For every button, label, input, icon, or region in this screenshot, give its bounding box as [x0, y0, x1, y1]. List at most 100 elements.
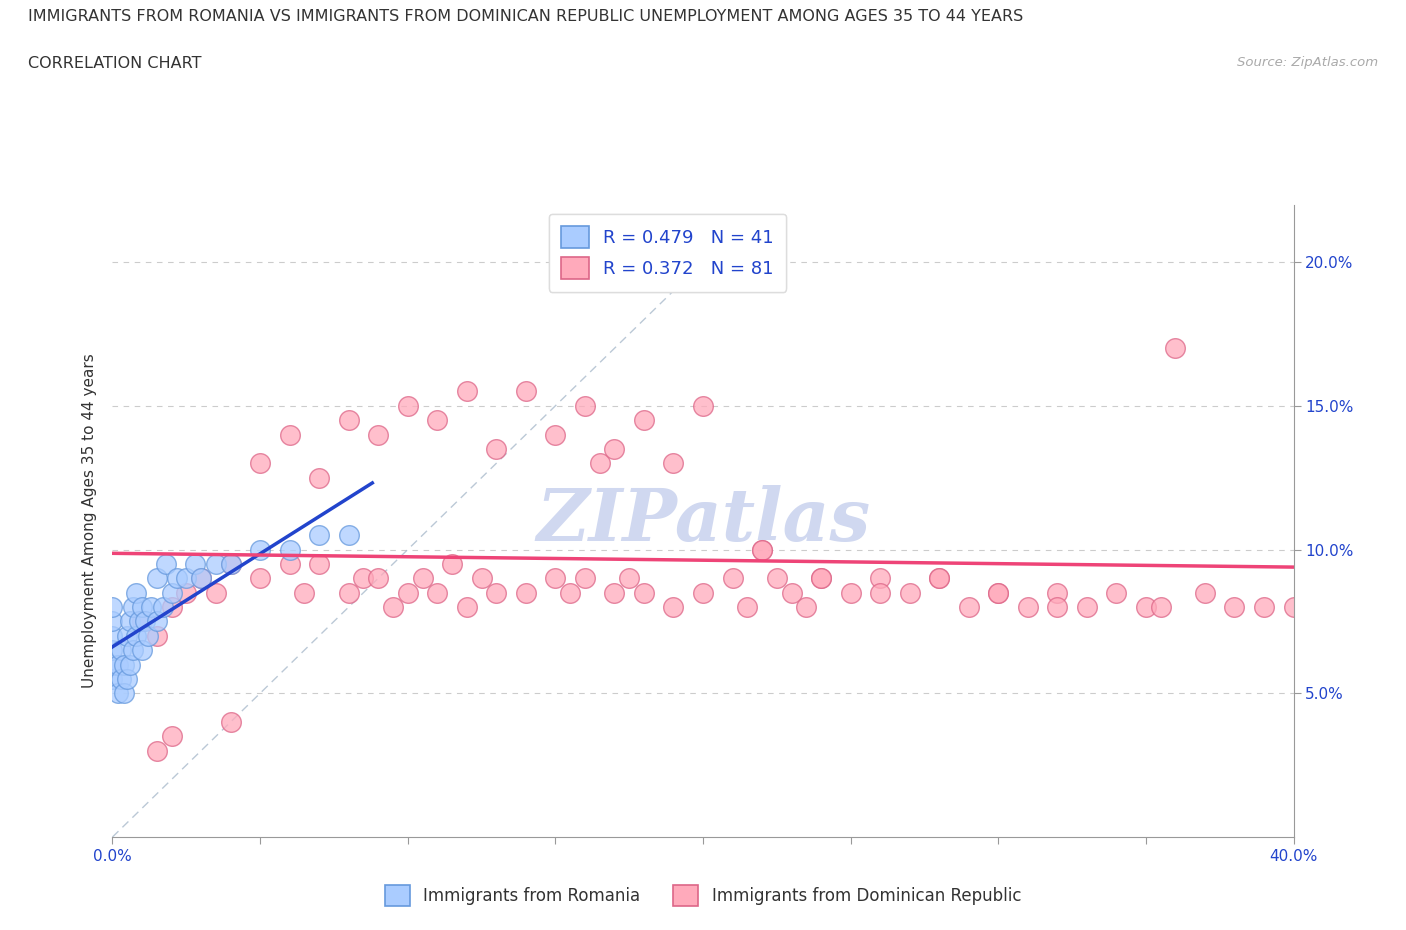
- Point: [662, 456, 685, 471]
- Point: [219, 556, 242, 571]
- Point: [101, 658, 124, 672]
- Point: [558, 585, 582, 600]
- Point: [160, 585, 183, 600]
- Point: [928, 571, 950, 586]
- Point: [396, 398, 419, 413]
- Point: [367, 571, 389, 586]
- Point: [131, 600, 153, 615]
- Point: [544, 571, 567, 586]
- Point: [810, 571, 832, 586]
- Point: [352, 571, 374, 586]
- Text: CORRELATION CHART: CORRELATION CHART: [28, 56, 201, 71]
- Point: [219, 714, 242, 729]
- Point: [928, 571, 950, 586]
- Point: [278, 427, 301, 442]
- Point: [692, 398, 714, 413]
- Point: [1164, 341, 1187, 356]
- Point: [131, 643, 153, 658]
- Point: [633, 413, 655, 428]
- Point: [125, 629, 148, 644]
- Point: [146, 629, 169, 644]
- Point: [515, 585, 537, 600]
- Point: [1194, 585, 1216, 600]
- Point: [692, 585, 714, 600]
- Point: [249, 571, 271, 586]
- Point: [751, 542, 773, 557]
- Point: [485, 442, 508, 457]
- Point: [278, 542, 301, 557]
- Point: [122, 643, 145, 658]
- Point: [869, 571, 891, 586]
- Point: [184, 556, 207, 571]
- Point: [101, 671, 124, 686]
- Point: [780, 585, 803, 600]
- Point: [574, 571, 596, 586]
- Point: [1046, 585, 1069, 600]
- Point: [1017, 600, 1039, 615]
- Point: [426, 413, 449, 428]
- Point: [107, 658, 129, 672]
- Point: [662, 600, 685, 615]
- Point: [166, 571, 188, 586]
- Point: [146, 614, 169, 629]
- Point: [633, 585, 655, 600]
- Point: [515, 384, 537, 399]
- Point: [485, 585, 508, 600]
- Point: [396, 585, 419, 600]
- Point: [120, 614, 142, 629]
- Point: [603, 585, 626, 600]
- Point: [110, 643, 132, 658]
- Point: [134, 614, 156, 629]
- Point: [544, 427, 567, 442]
- Point: [337, 527, 360, 542]
- Point: [721, 571, 744, 586]
- Point: [160, 729, 183, 744]
- Text: IMMIGRANTS FROM ROMANIA VS IMMIGRANTS FROM DOMINICAN REPUBLIC UNEMPLOYMENT AMONG: IMMIGRANTS FROM ROMANIA VS IMMIGRANTS FR…: [28, 9, 1024, 24]
- Point: [101, 629, 124, 644]
- Point: [205, 585, 228, 600]
- Point: [122, 600, 145, 615]
- Point: [574, 398, 596, 413]
- Point: [125, 585, 148, 600]
- Point: [110, 671, 132, 686]
- Point: [337, 413, 360, 428]
- Point: [957, 600, 980, 615]
- Point: [139, 600, 162, 615]
- Point: [131, 614, 153, 629]
- Point: [869, 585, 891, 600]
- Point: [619, 571, 641, 586]
- Point: [190, 571, 212, 586]
- Point: [101, 600, 124, 615]
- Point: [1076, 600, 1098, 615]
- Point: [152, 600, 174, 615]
- Point: [136, 629, 159, 644]
- Point: [219, 556, 242, 571]
- Point: [249, 456, 271, 471]
- Point: [101, 643, 124, 658]
- Point: [1046, 600, 1069, 615]
- Legend: Immigrants from Romania, Immigrants from Dominican Republic: Immigrants from Romania, Immigrants from…: [378, 879, 1028, 912]
- Point: [1282, 600, 1305, 615]
- Point: [603, 442, 626, 457]
- Point: [382, 600, 405, 615]
- Point: [898, 585, 921, 600]
- Point: [308, 527, 330, 542]
- Point: [987, 585, 1010, 600]
- Point: [160, 600, 183, 615]
- Point: [292, 585, 315, 600]
- Point: [470, 571, 494, 586]
- Point: [810, 571, 832, 586]
- Point: [456, 600, 478, 615]
- Point: [1135, 600, 1157, 615]
- Y-axis label: Unemployment Among Ages 35 to 44 years: Unemployment Among Ages 35 to 44 years: [82, 353, 97, 688]
- Point: [205, 556, 228, 571]
- Point: [1223, 600, 1246, 615]
- Point: [426, 585, 449, 600]
- Point: [146, 743, 169, 758]
- Point: [117, 671, 138, 686]
- Point: [174, 585, 197, 600]
- Point: [588, 456, 610, 471]
- Point: [308, 556, 330, 571]
- Point: [308, 471, 330, 485]
- Point: [367, 427, 389, 442]
